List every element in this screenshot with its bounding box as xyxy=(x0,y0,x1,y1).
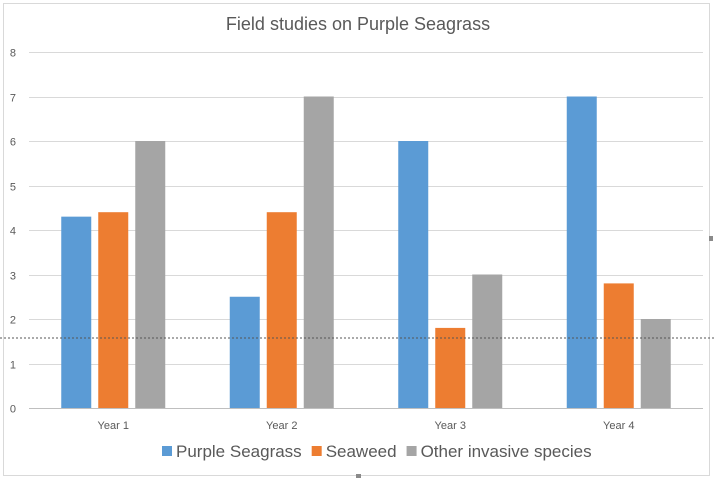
y-tick-label: 1 xyxy=(10,360,16,372)
legend-label: Purple Seagrass xyxy=(176,442,302,461)
resize-handle-right[interactable] xyxy=(709,236,713,241)
y-tick-label: 5 xyxy=(10,182,16,194)
resize-handle-bottom[interactable] xyxy=(356,474,361,478)
legend-label: Seaweed xyxy=(326,442,397,461)
bar-seaweed-year-1[interactable] xyxy=(98,212,129,408)
legend-label: Other invasive species xyxy=(421,442,592,461)
y-tick-label: 7 xyxy=(10,93,16,105)
bar-seaweed-year-3[interactable] xyxy=(435,327,466,408)
legend-swatch xyxy=(406,446,417,456)
bar-purple-seagrass-year-3[interactable] xyxy=(398,141,429,408)
y-tick-label: 4 xyxy=(10,226,16,238)
gridlines xyxy=(29,52,703,409)
y-tick-label: 3 xyxy=(10,271,16,283)
bar-seaweed-year-2[interactable] xyxy=(266,212,297,408)
bars xyxy=(61,96,671,409)
x-tick-label: Year 3 xyxy=(435,420,466,432)
legend: Purple Seagrass Seaweed Other invasive spe… xyxy=(162,442,592,461)
y-axis-tick-labels: 0 1 2 3 4 5 6 7 8 xyxy=(10,48,16,416)
bar-other-invasive-species-year-3[interactable] xyxy=(472,274,503,409)
y-tick-label: 0 xyxy=(10,404,16,416)
y-tick-label: 2 xyxy=(10,315,16,327)
bar-purple-seagrass-year-1[interactable] xyxy=(61,216,92,408)
bar-purple-seagrass-year-4[interactable] xyxy=(566,96,597,409)
x-tick-label: Year 1 xyxy=(98,420,129,432)
x-tick-label: Year 4 xyxy=(603,420,634,432)
x-tick-label: Year 2 xyxy=(266,420,297,432)
bar-other-invasive-species-year-4[interactable] xyxy=(640,319,671,408)
y-tick-label: 8 xyxy=(10,48,16,60)
legend-swatch xyxy=(311,446,322,456)
bar-other-invasive-species-year-2[interactable] xyxy=(303,96,334,409)
legend-swatch xyxy=(162,446,172,456)
bar-other-invasive-species-year-1[interactable] xyxy=(135,141,166,408)
bar-seaweed-year-4[interactable] xyxy=(603,283,634,408)
x-axis-tick-labels: Year 1 Year 2 Year 3 Year 4 xyxy=(98,420,635,432)
y-tick-label: 6 xyxy=(10,137,16,149)
bar-purple-seagrass-year-2[interactable] xyxy=(229,296,260,408)
chart-title: Field studies on Purple Seagrass xyxy=(226,14,490,34)
